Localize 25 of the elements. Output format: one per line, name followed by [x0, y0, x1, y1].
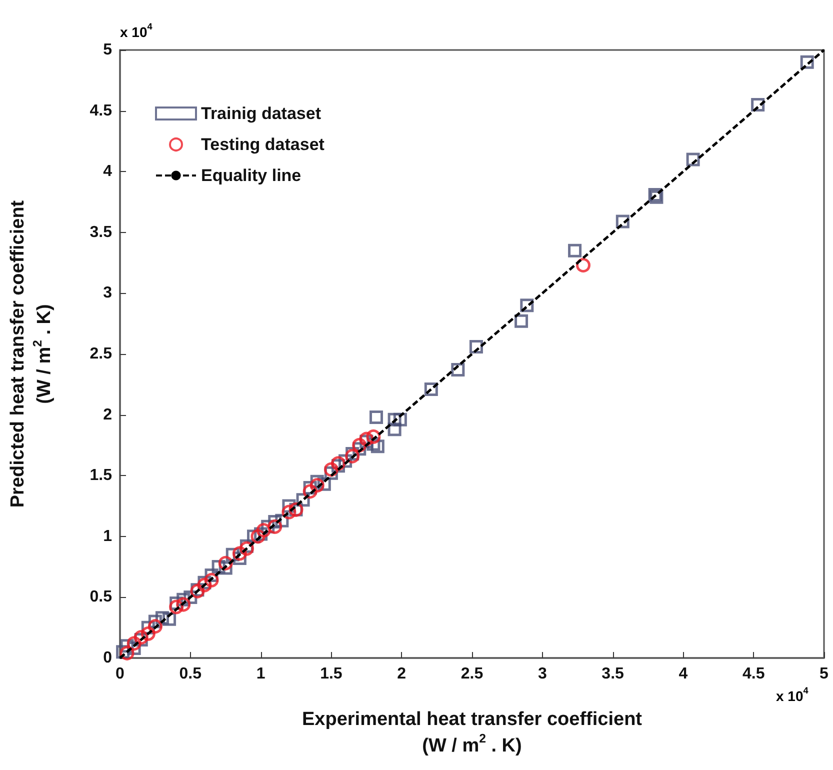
x-tick-label: 1.5 — [320, 666, 342, 682]
y-tick-label: 4 — [103, 163, 112, 180]
y-tick-label: 5 — [103, 42, 112, 58]
y-tick-label: 2.5 — [90, 346, 112, 362]
x-tick-label: 1 — [256, 666, 266, 682]
x-tick-label: 0.5 — [179, 666, 202, 682]
x-tick-label: 4 — [678, 666, 688, 682]
x-tick-label: 3.5 — [602, 666, 624, 682]
x-tick-label: 2 — [397, 666, 406, 682]
x-tick-label: 2.5 — [460, 666, 484, 682]
legend-label: Trainig dataset — [201, 104, 322, 123]
y-tick-label: 0.5 — [90, 588, 112, 606]
y-tick-label: 4.5 — [90, 102, 112, 120]
x-tick-label: 5 — [820, 666, 829, 682]
y-tick-label: 3 — [103, 284, 112, 302]
y-tick-label: 1.5 — [90, 467, 112, 484]
x-tick-label: 4.5 — [742, 666, 765, 682]
y-tick-label: 2 — [103, 406, 112, 424]
legend-label: Equality line — [201, 166, 302, 185]
legend-label: Testing dataset — [201, 135, 325, 154]
y-tick-label: 1 — [103, 528, 112, 545]
y-tick-label: 0 — [103, 650, 112, 666]
x-tick-label: 0 — [116, 666, 125, 682]
y-tick-label: 3.5 — [90, 224, 112, 241]
x-tick-label: 3 — [538, 666, 547, 682]
